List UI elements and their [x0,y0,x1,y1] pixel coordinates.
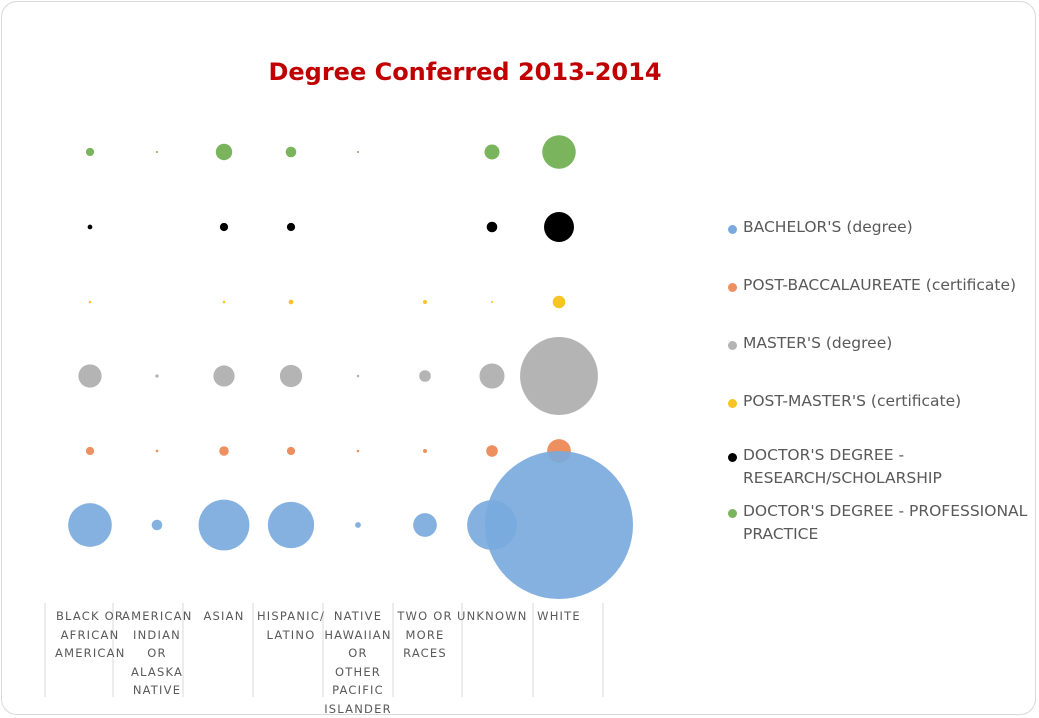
legend-item: DOCTOR'S DEGREE - RESEARCH/SCHOLARSHIP [728,444,1028,490]
bubble-2-5 [419,370,431,382]
bubble-3-6 [490,300,494,304]
legend-item: BACHELOR'S (degree) [728,216,1028,260]
bubble-2-1 [155,374,159,378]
x-tick-label: HISPANIC/ LATINO [256,609,326,642]
bubble-5-2 [215,143,233,161]
legend-label: POST-MASTER'S (certificate) [743,392,962,410]
bubble-5-1 [155,150,159,154]
bubble-2-3 [279,364,303,388]
bubble-5-7 [542,135,576,169]
bubble-5-0 [85,147,95,157]
bubble-2-4 [356,374,360,378]
bubble-2-0 [78,364,102,388]
x-tick-label: UNKNOWN [457,609,528,623]
x-tick-label: WHITE [537,609,581,623]
bubble-0-5 [413,513,437,537]
bubble-0-7 [485,451,633,599]
bubble-1-6 [486,445,498,457]
legend-swatch [728,341,737,350]
bubble-3-5 [423,300,427,304]
chart-title: Degree Conferred 2013-2014 [268,58,662,86]
legend-item: DOCTOR'S DEGREE - PROFESSIONAL PRACTICE [728,500,1028,546]
bubble-1-1 [155,449,159,453]
legend-swatch [728,225,737,234]
bubble-1-3 [286,446,296,456]
bubble-4-7 [544,212,574,242]
x-tick-label: BLACK OR AFRICAN AMERICAN [55,609,126,660]
bubble-1-0 [85,446,95,456]
legend-item: POST-BACCALAUREATE (certificate) [728,274,1028,318]
bubble-2-6 [479,363,505,389]
x-tick-label: NATIVE HAWAIIAN OR OTHER PACIFIC ISLANDE… [324,609,392,716]
bubble-0-1 [151,519,163,531]
bubble-0-0 [68,503,112,547]
bubble-2-7 [520,337,598,415]
bubble-0-3 [267,501,315,549]
legend-item: MASTER'S (degree) [728,332,1028,376]
bubble-0-4 [355,522,361,528]
legend-swatch [728,399,737,408]
legend: BACHELOR'S (degree) POST-BACCALAUREATE (… [728,216,1028,546]
legend-swatch [728,509,737,518]
legend-label: DOCTOR'S DEGREE - PROFESSIONAL PRACTICE [743,502,1028,543]
bubble-1-4 [356,449,360,453]
x-tick-label: TWO OR MORE RACES [397,609,453,660]
legend-item: POST-MASTER'S (certificate) [728,390,1028,434]
x-tick-label: AMERICAN INDIAN OR ALASKA NATIVE [122,609,193,697]
bubble-2-2 [213,365,235,387]
x-tick-label: ASIAN [203,609,245,623]
bubble-4-2 [219,222,229,232]
bubble-1-2 [219,446,229,456]
legend-label: MASTER'S (degree) [743,334,893,352]
bubble-4-3 [286,222,296,232]
legend-label: BACHELOR'S (degree) [743,218,913,236]
legend-swatch [728,283,737,292]
legend-swatch [728,453,737,462]
bubble-5-4 [356,150,360,154]
legend-label: POST-BACCALAUREATE (certificate) [743,276,1017,294]
bubble-0-2 [198,499,250,551]
bubble-3-2 [222,300,226,304]
legend-label: DOCTOR'S DEGREE - RESEARCH/SCHOLARSHIP [743,446,942,487]
bubble-3-3 [288,299,294,305]
bubble-3-7 [552,295,566,309]
bubble-4-6 [486,221,498,233]
bubble-3-0 [88,300,92,304]
bubble-5-3 [285,146,297,158]
bubble-5-6 [484,144,500,160]
bubble-4-0 [87,224,93,230]
bubble-1-5 [423,449,427,453]
